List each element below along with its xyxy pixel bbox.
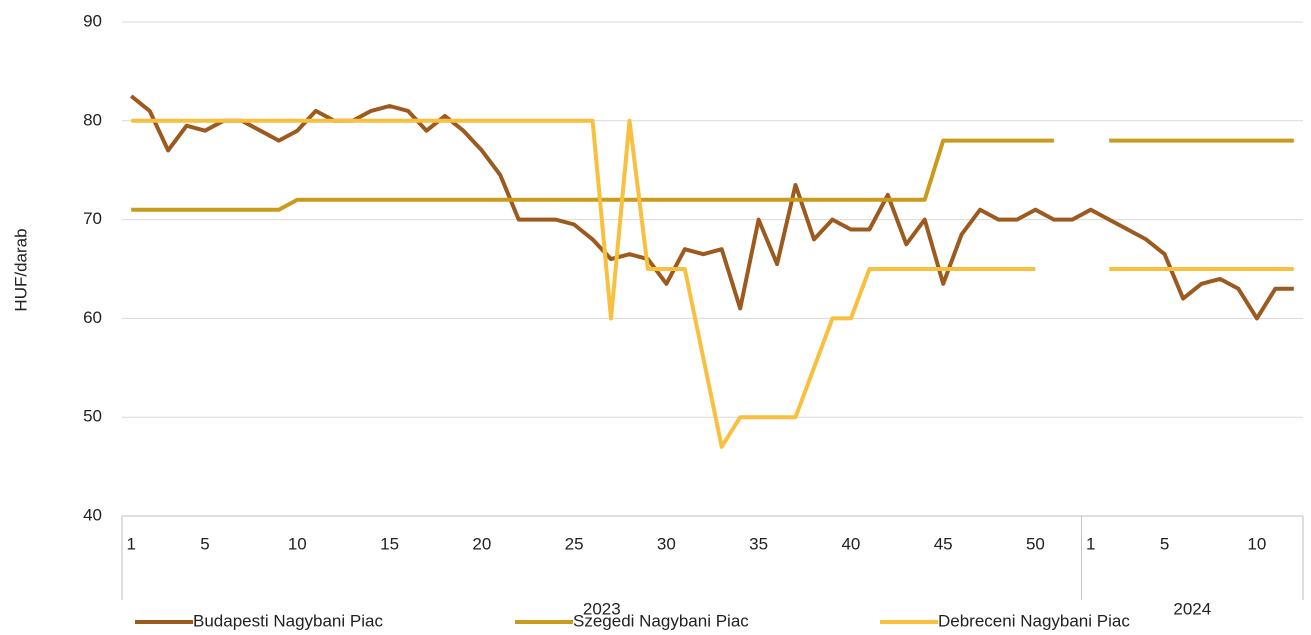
legend-label: Szegedi Nagybani Piac — [573, 611, 749, 630]
x-tick-label: 20 — [472, 534, 491, 553]
y-tick-label: 50 — [83, 407, 102, 426]
y-tick-label: 40 — [83, 505, 102, 524]
x-tick-label: 5 — [200, 534, 209, 553]
legend-label: Budapesti Nagybani Piac — [193, 611, 383, 630]
x-tick-label: 50 — [1026, 534, 1045, 553]
x-tick-label: 5 — [1160, 534, 1169, 553]
series-line — [129, 94, 1294, 321]
group-label: 2024 — [1173, 599, 1211, 618]
y-tick-label: 90 — [83, 11, 102, 30]
x-tick-label: 10 — [1247, 534, 1266, 553]
x-tick-label: 1 — [1086, 534, 1095, 553]
x-tick-label: 35 — [749, 534, 768, 553]
x-tick-label: 10 — [288, 534, 307, 553]
x-tick-label: 40 — [841, 534, 860, 553]
x-tick-label: 25 — [565, 534, 584, 553]
series-line — [131, 118, 1294, 449]
x-tick-label: 15 — [380, 534, 399, 553]
series-line — [131, 138, 1294, 212]
y-tick-label: 70 — [83, 209, 102, 228]
y-tick-label: 80 — [83, 110, 102, 129]
x-tick-label: 30 — [657, 534, 676, 553]
x-tick-label: 45 — [934, 534, 953, 553]
y-tick-label: 60 — [83, 308, 102, 327]
y-axis-label: HUF/darab — [11, 228, 30, 311]
x-tick-label: 1 — [126, 534, 135, 553]
legend-label: Debreceni Nagybani Piac — [938, 611, 1130, 630]
group-label: 2023 — [583, 599, 621, 618]
